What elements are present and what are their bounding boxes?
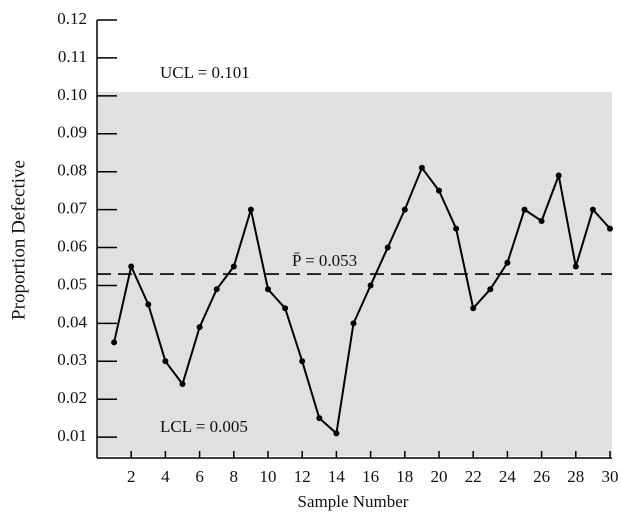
data-point bbox=[128, 263, 135, 270]
y-tick-label: 0.06 bbox=[57, 236, 87, 255]
data-point bbox=[521, 206, 528, 213]
data-point bbox=[230, 263, 237, 270]
data-point bbox=[589, 206, 596, 213]
x-tick-label: 14 bbox=[328, 467, 346, 486]
y-tick-label: 0.05 bbox=[57, 274, 87, 293]
data-point bbox=[265, 286, 271, 293]
data-point bbox=[453, 225, 460, 232]
data-point bbox=[418, 164, 425, 171]
y-tick-label: 0.12 bbox=[57, 9, 87, 28]
data-point bbox=[470, 305, 477, 312]
x-tick-label: 4 bbox=[161, 467, 170, 486]
x-tick-label: 16 bbox=[362, 467, 379, 486]
y-tick-label: 0.08 bbox=[57, 161, 87, 180]
data-point bbox=[282, 305, 289, 312]
x-tick-label: 26 bbox=[533, 467, 550, 486]
data-point bbox=[196, 324, 203, 331]
data-point bbox=[333, 430, 340, 437]
data-point bbox=[555, 172, 562, 179]
data-point bbox=[401, 206, 408, 213]
data-point bbox=[162, 358, 169, 365]
data-point bbox=[538, 217, 545, 224]
x-tick-label: 8 bbox=[230, 467, 239, 486]
x-tick-label: 18 bbox=[396, 467, 413, 486]
data-point bbox=[213, 286, 220, 293]
x-tick-label: 20 bbox=[431, 467, 448, 486]
x-tick-label: 22 bbox=[465, 467, 482, 486]
y-tick-label: 0.04 bbox=[57, 312, 87, 331]
y-tick-label: 0.11 bbox=[58, 47, 87, 66]
data-point bbox=[436, 187, 442, 194]
x-tick-label: 24 bbox=[499, 467, 517, 486]
data-point bbox=[145, 301, 152, 308]
data-point bbox=[487, 286, 494, 293]
center-label: P̄ = 0.053 bbox=[292, 251, 357, 270]
y-tick-label: 0.09 bbox=[57, 123, 87, 142]
data-point bbox=[350, 320, 357, 327]
data-point bbox=[247, 206, 254, 213]
x-tick-label: 28 bbox=[567, 467, 584, 486]
y-tick-label: 0.02 bbox=[57, 388, 87, 407]
x-tick-label: 12 bbox=[294, 467, 311, 486]
data-point bbox=[504, 259, 511, 266]
data-point bbox=[572, 263, 579, 270]
data-point bbox=[384, 244, 391, 251]
y-tick-label: 0.07 bbox=[57, 199, 87, 218]
y-tick-label: 0.01 bbox=[57, 426, 87, 445]
x-tick-label: 6 bbox=[195, 467, 204, 486]
lcl-label: LCL = 0.005 bbox=[160, 417, 248, 436]
data-point bbox=[367, 282, 374, 289]
y-tick-label: 0.03 bbox=[57, 350, 87, 369]
x-tick-label: 10 bbox=[260, 467, 277, 486]
ucl-label: UCL = 0.101 bbox=[160, 63, 250, 82]
data-point bbox=[299, 358, 306, 365]
data-point bbox=[179, 381, 186, 388]
data-point bbox=[607, 225, 613, 232]
y-tick-label: 0.10 bbox=[57, 85, 87, 104]
x-axis-label: Sample Number bbox=[298, 492, 409, 511]
x-tick-label: 30 bbox=[602, 467, 619, 486]
data-point bbox=[111, 339, 118, 346]
x-tick-label: 2 bbox=[127, 467, 136, 486]
data-point bbox=[316, 415, 323, 422]
y-axis-label: Proportion Defective bbox=[8, 160, 29, 320]
data-line bbox=[113, 165, 611, 436]
